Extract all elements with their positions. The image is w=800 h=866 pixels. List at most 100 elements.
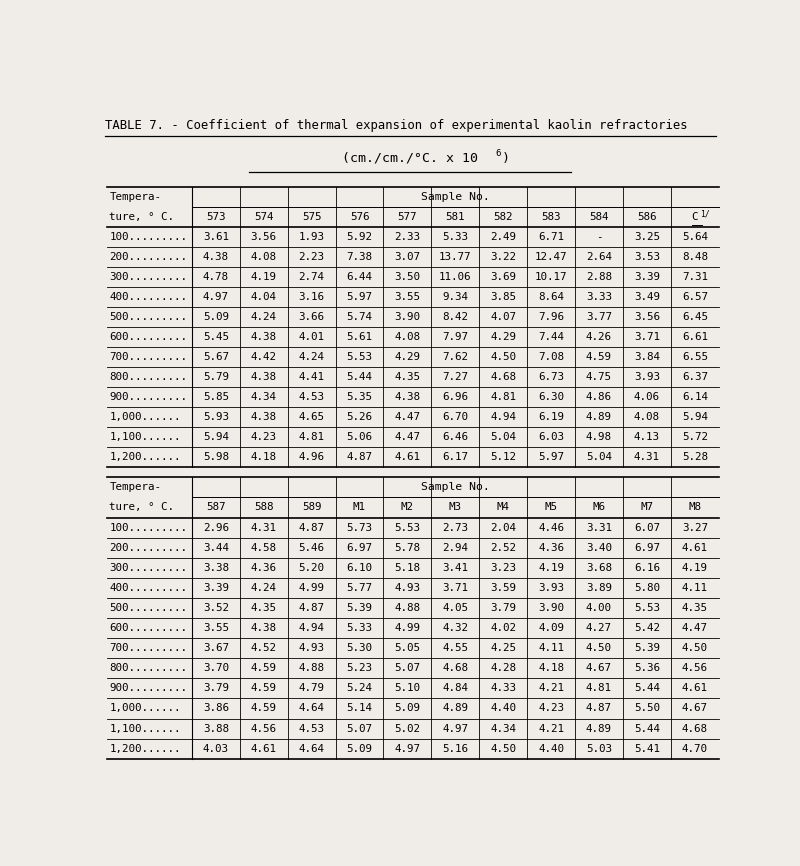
Text: 4.99: 4.99 <box>394 624 420 633</box>
Text: 4.24: 4.24 <box>250 313 277 322</box>
Text: 3.77: 3.77 <box>586 313 612 322</box>
Text: 800.........: 800......... <box>110 372 187 382</box>
Text: 3.56: 3.56 <box>634 313 660 322</box>
Text: 3.90: 3.90 <box>538 603 564 613</box>
Text: 4.79: 4.79 <box>298 683 325 694</box>
Text: 6.45: 6.45 <box>682 313 708 322</box>
Text: 4.36: 4.36 <box>250 563 277 572</box>
Text: 4.68: 4.68 <box>442 663 468 673</box>
Text: 3.22: 3.22 <box>490 252 516 262</box>
Text: 4.89: 4.89 <box>442 703 468 714</box>
Text: 6.61: 6.61 <box>682 333 708 342</box>
Text: 4.26: 4.26 <box>586 333 612 342</box>
Text: 3.23: 3.23 <box>490 563 516 572</box>
Text: 10.17: 10.17 <box>535 272 567 282</box>
Text: 9.34: 9.34 <box>442 293 468 302</box>
Text: 5.26: 5.26 <box>346 412 373 423</box>
Text: 200.........: 200......... <box>110 252 187 262</box>
Text: 200.........: 200......... <box>110 543 187 553</box>
Text: 3.41: 3.41 <box>442 563 468 572</box>
Text: 5.39: 5.39 <box>346 603 373 613</box>
Text: 900.........: 900......... <box>110 392 187 403</box>
Text: 100.........: 100......... <box>110 232 187 242</box>
Text: 800.........: 800......... <box>110 663 187 673</box>
Text: 4.47: 4.47 <box>682 624 708 633</box>
Text: 589: 589 <box>302 502 322 513</box>
Text: 6.30: 6.30 <box>538 392 564 403</box>
Text: 700.........: 700......... <box>110 352 187 362</box>
Text: 4.86: 4.86 <box>586 392 612 403</box>
Text: 4.93: 4.93 <box>298 643 325 653</box>
Text: 5.20: 5.20 <box>298 563 325 572</box>
Text: 6.97: 6.97 <box>634 543 660 553</box>
Text: 575: 575 <box>302 212 322 223</box>
Text: 4.11: 4.11 <box>682 583 708 593</box>
Text: 4.13: 4.13 <box>634 432 660 443</box>
Text: 3.53: 3.53 <box>634 252 660 262</box>
Text: 4.98: 4.98 <box>586 432 612 443</box>
Text: 7.44: 7.44 <box>538 333 564 342</box>
Text: 4.55: 4.55 <box>442 643 468 653</box>
Text: 3.89: 3.89 <box>586 583 612 593</box>
Text: 11.06: 11.06 <box>439 272 471 282</box>
Text: 3.86: 3.86 <box>202 703 229 714</box>
Text: 4.70: 4.70 <box>682 744 708 753</box>
Text: 5.98: 5.98 <box>202 452 229 462</box>
Text: 6.70: 6.70 <box>442 412 468 423</box>
Text: 300.........: 300......... <box>110 272 187 282</box>
Text: 582: 582 <box>494 212 513 223</box>
Text: 5.94: 5.94 <box>202 432 229 443</box>
Text: 4.75: 4.75 <box>586 372 612 382</box>
Text: 2.73: 2.73 <box>442 522 468 533</box>
Text: 4.81: 4.81 <box>298 432 325 443</box>
Text: 8.64: 8.64 <box>538 293 564 302</box>
Text: 586: 586 <box>637 212 657 223</box>
Text: 500.........: 500......... <box>110 603 187 613</box>
Text: 6.71: 6.71 <box>538 232 564 242</box>
Text: 4.46: 4.46 <box>538 522 564 533</box>
Text: 4.04: 4.04 <box>250 293 277 302</box>
Text: 1,000......: 1,000...... <box>110 412 181 423</box>
Text: Tempera-: Tempera- <box>110 482 162 493</box>
Text: 3.93: 3.93 <box>538 583 564 593</box>
Text: 5.09: 5.09 <box>394 703 420 714</box>
Text: 584: 584 <box>590 212 609 223</box>
Text: 6.16: 6.16 <box>634 563 660 572</box>
Text: 5.06: 5.06 <box>346 432 373 443</box>
Text: 5.53: 5.53 <box>634 603 660 613</box>
Text: M4: M4 <box>497 502 510 513</box>
Text: 5.94: 5.94 <box>682 412 708 423</box>
Text: 583: 583 <box>542 212 561 223</box>
Text: ture, ° C.: ture, ° C. <box>110 212 174 223</box>
Text: 5.74: 5.74 <box>346 313 373 322</box>
Text: 5.12: 5.12 <box>490 452 516 462</box>
Text: 3.71: 3.71 <box>442 583 468 593</box>
Text: 4.31: 4.31 <box>250 522 277 533</box>
Text: 4.31: 4.31 <box>634 452 660 462</box>
Text: 5.05: 5.05 <box>394 643 420 653</box>
Text: 4.67: 4.67 <box>586 663 612 673</box>
Text: 4.94: 4.94 <box>490 412 516 423</box>
Text: 8.48: 8.48 <box>682 252 708 262</box>
Text: 8.42: 8.42 <box>442 313 468 322</box>
Text: 5.10: 5.10 <box>394 683 420 694</box>
Text: 600.........: 600......... <box>110 624 187 633</box>
Text: 3.67: 3.67 <box>202 643 229 653</box>
Text: 4.59: 4.59 <box>250 663 277 673</box>
Text: 4.08: 4.08 <box>250 252 277 262</box>
Text: 4.40: 4.40 <box>538 744 564 753</box>
Text: 7.97: 7.97 <box>442 333 468 342</box>
Text: 3.84: 3.84 <box>634 352 660 362</box>
Text: 4.68: 4.68 <box>490 372 516 382</box>
Text: 4.50: 4.50 <box>490 744 516 753</box>
Text: 900.........: 900......... <box>110 683 187 694</box>
Text: 4.52: 4.52 <box>250 643 277 653</box>
Text: 4.47: 4.47 <box>394 432 420 443</box>
Text: 300.........: 300......... <box>110 563 187 572</box>
Text: 2.94: 2.94 <box>442 543 468 553</box>
Text: 3.55: 3.55 <box>202 624 229 633</box>
Text: 4.97: 4.97 <box>442 724 468 734</box>
Text: 7.38: 7.38 <box>346 252 373 262</box>
Text: 4.58: 4.58 <box>250 543 277 553</box>
Text: 4.53: 4.53 <box>298 392 325 403</box>
